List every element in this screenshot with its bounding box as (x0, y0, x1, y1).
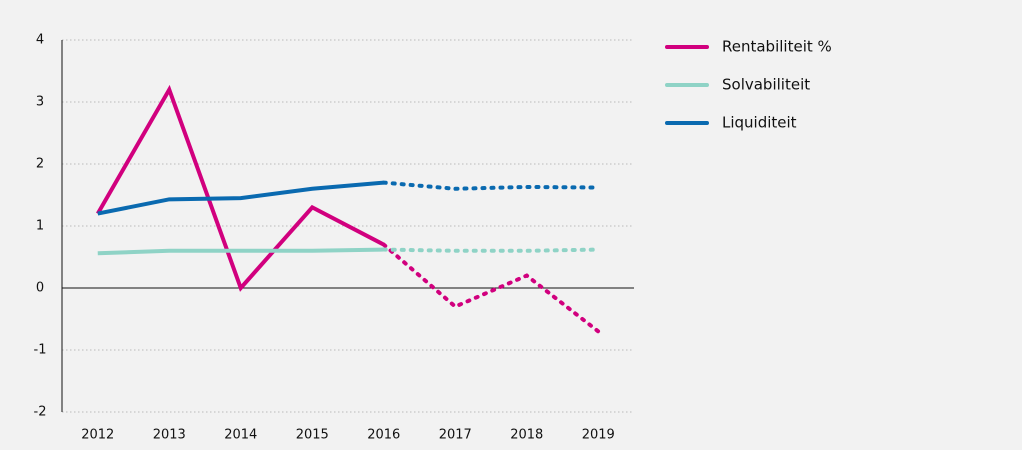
x-tick-label: 2015 (296, 428, 329, 443)
y-tick-label: 3 (36, 95, 44, 110)
series-line (96, 84, 385, 292)
legend-label: Solvabiliteit (722, 76, 810, 94)
series-line-dotted (381, 180, 601, 191)
y-tick-label: 4 (36, 33, 44, 48)
y-tick-label: 0 (36, 281, 44, 296)
x-tick-label: 2019 (582, 428, 615, 443)
y-tick-label: 1 (36, 219, 44, 234)
x-tick-label: 2013 (153, 428, 186, 443)
series-line (97, 180, 384, 216)
x-tick-label: 2014 (224, 428, 257, 443)
legend-label: Rentabiliteit % (722, 38, 832, 56)
series-line (97, 247, 384, 256)
x-tick-label: 2012 (81, 428, 114, 443)
y-tick-label: 2 (36, 157, 44, 172)
series-line-dotted (381, 247, 601, 253)
x-tick-label: 2016 (367, 428, 400, 443)
y-tick-label: -2 (34, 405, 47, 420)
x-tick-label: 2017 (439, 428, 472, 443)
y-tick-label: -1 (34, 343, 47, 358)
series-line-dotted (381, 242, 601, 334)
legend-label: Liquiditeit (722, 114, 797, 132)
x-tick-label: 2018 (510, 428, 543, 443)
